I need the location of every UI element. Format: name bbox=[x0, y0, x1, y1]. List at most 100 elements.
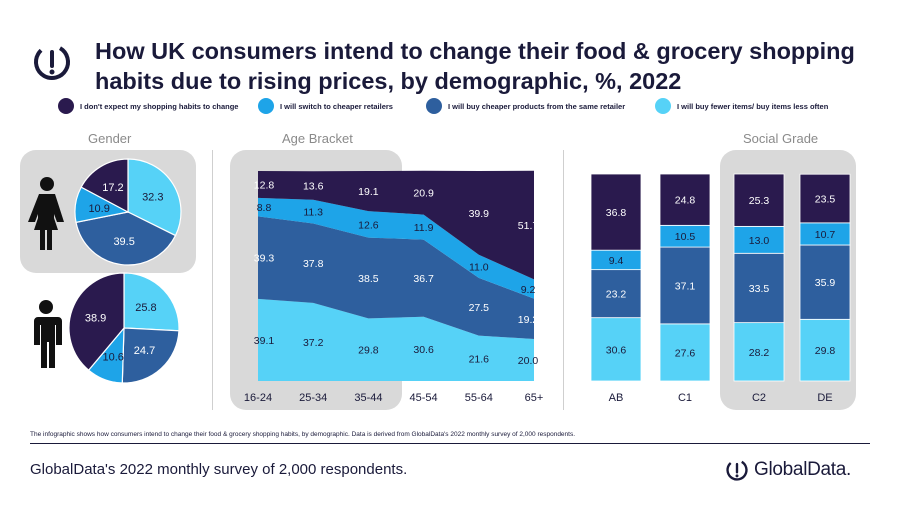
area-series bbox=[258, 197, 534, 299]
area-data-label: 13.6 bbox=[303, 180, 324, 192]
legend: I don't expect my shopping habits to cha… bbox=[58, 96, 888, 116]
legend-item-no-change: I don't expect my shopping habits to cha… bbox=[58, 96, 238, 116]
source-note: GlobalData's 2022 monthly survey of 2,00… bbox=[30, 461, 408, 478]
area-series bbox=[258, 170, 534, 280]
bar-data-label: 35.9 bbox=[815, 277, 836, 289]
footer-rule bbox=[30, 443, 870, 444]
bar-data-label: 24.8 bbox=[675, 195, 696, 207]
bar-data-label: 33.5 bbox=[749, 283, 770, 295]
bar-data-label: 30.6 bbox=[606, 344, 627, 356]
bar-data-label: 10.5 bbox=[675, 231, 696, 243]
pie-data-label: 17.2 bbox=[102, 182, 123, 194]
legend-label: I don't expect my shopping habits to cha… bbox=[80, 101, 239, 111]
bar-segment bbox=[799, 318, 851, 382]
bar-segment bbox=[799, 173, 851, 224]
pie-data-label: 38.9 bbox=[85, 313, 106, 325]
legend-swatch bbox=[258, 98, 274, 114]
legend-item-cheaper-products: I will buy cheaper products from the sam… bbox=[426, 96, 625, 116]
legend-swatch bbox=[58, 98, 74, 114]
area-data-label: 39.3 bbox=[254, 253, 275, 265]
pie-data-label: 32.3 bbox=[142, 192, 163, 204]
area-data-label: 8.8 bbox=[257, 202, 272, 214]
age-area-chart: 39.1 37.2 29.8 30.6 21.6 20.0 39.3 37.8 38.5 36.7… bbox=[244, 170, 544, 404]
area-data-label: 11.3 bbox=[303, 207, 323, 219]
area-series bbox=[258, 298, 534, 381]
social-bar-chart: 30.6 23.2 9.4 36.8 AB 27.6 37.1 10.5 24.8 C1 28.2 3… bbox=[590, 173, 851, 404]
area-data-label: 19.2 bbox=[518, 314, 539, 326]
pie-data-label: 25.8 bbox=[135, 302, 156, 314]
legend-item-switch-retailers: I will switch to cheaper retailers bbox=[258, 96, 393, 116]
pie-slice bbox=[127, 158, 182, 237]
x-tick-label: 65+ bbox=[525, 392, 544, 404]
legend-label: I will switch to cheaper retailers bbox=[280, 101, 393, 111]
x-tick-label: C1 bbox=[678, 392, 692, 404]
x-tick-label: 45-54 bbox=[410, 392, 438, 404]
female-icon bbox=[28, 177, 64, 250]
bar-data-label: 36.8 bbox=[606, 207, 627, 219]
area-data-label: 38.5 bbox=[358, 273, 379, 285]
area-data-label: 51.7 bbox=[518, 220, 539, 232]
bar-data-label: 37.1 bbox=[675, 280, 696, 292]
bar-data-label: 29.8 bbox=[815, 345, 836, 357]
male-pie-chart: 25.8 24.7 10.6 38.9 bbox=[68, 272, 180, 384]
area-data-label: 20.9 bbox=[413, 188, 434, 200]
area-data-label: 12.6 bbox=[358, 219, 379, 231]
area-data-label: 20.0 bbox=[518, 355, 539, 367]
area-data-label: 11.9 bbox=[414, 222, 434, 234]
bar-data-label: 27.6 bbox=[675, 347, 696, 359]
area-data-label: 37.2 bbox=[303, 337, 324, 349]
x-tick-label: AB bbox=[609, 392, 624, 404]
legend-item-fewer-items: I will buy fewer items/ buy items less o… bbox=[655, 96, 828, 116]
area-data-label: 19.1 bbox=[358, 186, 379, 198]
x-tick-label: 35-44 bbox=[354, 392, 382, 404]
bar-segment bbox=[590, 173, 642, 251]
legend-label: I will buy cheaper products from the sam… bbox=[448, 101, 626, 111]
bar-segment bbox=[659, 323, 711, 382]
x-tick-label: DE bbox=[817, 392, 832, 404]
area-data-label: 11.0 bbox=[469, 261, 489, 273]
area-data-label: 21.6 bbox=[469, 353, 490, 365]
area-data-label: 27.5 bbox=[469, 302, 490, 314]
bar-data-label: 28.2 bbox=[749, 347, 770, 359]
pie-slice bbox=[123, 272, 180, 332]
pie-slice bbox=[75, 211, 177, 266]
bar-segment bbox=[590, 269, 642, 319]
bar-segment bbox=[659, 173, 711, 226]
brand-logo: GlobalData. bbox=[724, 455, 851, 485]
legend-label: I will buy fewer items/ buy items less o… bbox=[677, 101, 829, 111]
area-data-label: 39.9 bbox=[469, 208, 490, 220]
x-tick-label: 55-64 bbox=[465, 392, 493, 404]
pie-data-label: 10.6 bbox=[103, 351, 124, 363]
panel-title-social: Social Grade bbox=[743, 131, 819, 146]
footnote: The infographic shows how consumers inte… bbox=[30, 431, 576, 438]
pie-data-label: 10.9 bbox=[88, 203, 109, 215]
pie-data-label: 24.7 bbox=[134, 345, 155, 357]
globaldata-logo-icon bbox=[34, 44, 70, 80]
bar-data-label: 23.2 bbox=[606, 289, 627, 301]
bar-segment bbox=[799, 244, 851, 320]
page-title: How UK consumers intend to change their … bbox=[95, 38, 855, 94]
pie-slice bbox=[80, 158, 129, 213]
brand-name: GlobalData. bbox=[754, 459, 852, 480]
bar-segment bbox=[590, 317, 642, 382]
female-pie-chart: 32.3 39.5 10.9 17.2 bbox=[74, 158, 182, 266]
bar-segment bbox=[733, 225, 785, 254]
bar-data-label: 23.5 bbox=[815, 194, 836, 206]
bar-data-label: 13.0 bbox=[749, 235, 770, 247]
legend-swatch bbox=[655, 98, 671, 114]
panel-title-age: Age Bracket bbox=[282, 131, 353, 146]
area-data-label: 37.8 bbox=[303, 258, 324, 270]
pie-data-label: 39.5 bbox=[113, 236, 134, 248]
panel-title-gender: Gender bbox=[88, 131, 132, 146]
area-data-label: 29.8 bbox=[358, 345, 379, 357]
bar-segment bbox=[733, 322, 785, 382]
globaldata-logo-icon bbox=[726, 459, 748, 481]
bar-segment bbox=[733, 173, 785, 227]
area-data-label: 9.2 bbox=[521, 284, 536, 296]
area-data-label: 39.1 bbox=[254, 335, 275, 347]
bar-data-label: 10.7 bbox=[815, 229, 836, 241]
pie-slice bbox=[121, 327, 180, 384]
divider bbox=[563, 150, 564, 410]
area-data-label: 36.7 bbox=[413, 273, 434, 285]
area-data-label: 12.8 bbox=[254, 179, 275, 191]
